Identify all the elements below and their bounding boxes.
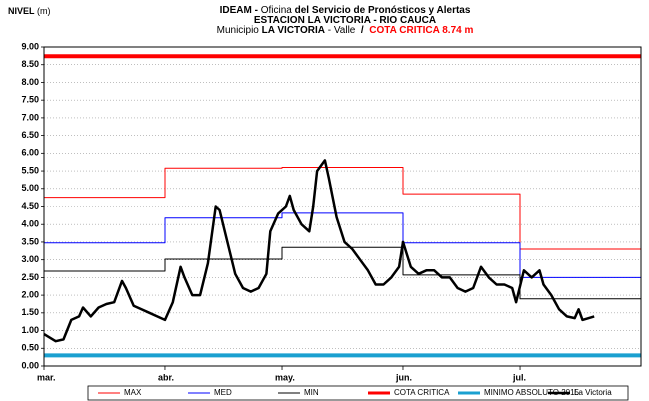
y-tick-label: 2.50 [21, 272, 39, 282]
x-tick-label: mar. [37, 372, 56, 382]
title-segment: Oficina [258, 5, 295, 16]
y-tick-label: 1.50 [21, 307, 39, 317]
x-tick-label: jun. [395, 372, 412, 382]
title-segment: NIVEL [8, 6, 35, 16]
title-segment: del Servicio de Pronósticos y Alertas [295, 5, 471, 16]
legend-label: MED [214, 388, 232, 397]
y-tick-label: 0.00 [21, 360, 39, 370]
title-segment: IDEAM - [220, 5, 258, 16]
y-tick-label: 3.00 [21, 254, 39, 264]
y-tick-label: 7.00 [21, 112, 39, 122]
title-segment: COTA CRITICA 8.74 m [367, 25, 474, 36]
title-segment: Municipio [217, 25, 262, 36]
x-tick-label: may. [275, 372, 295, 382]
y-tick-label: 6.00 [21, 148, 39, 158]
title-line: ESTACION LA VICTORIA - RIO CAUCA [254, 15, 436, 26]
y-tick-label: 8.00 [21, 77, 39, 87]
y-tick-label: 0.50 [21, 343, 39, 353]
plot-border [43, 46, 642, 367]
y-tick-label: 5.00 [21, 183, 39, 193]
legend-label: La Victoria [574, 388, 612, 397]
title-line: Municipio LA VICTORIA - Valle / COTA CRI… [217, 25, 474, 36]
series-line [44, 212, 641, 278]
series-line [43, 159, 595, 343]
y-tick-label: 4.00 [21, 219, 39, 229]
title-segment: - Valle [325, 25, 358, 36]
series-line [44, 167, 641, 250]
y-tick-label: 7.50 [21, 95, 39, 105]
y-tick-label: 6.50 [21, 130, 39, 140]
legend-label: MAX [124, 388, 142, 397]
y-tick-label: 3.50 [21, 236, 39, 246]
legend-label: MIN [304, 388, 319, 397]
y-tick-label: 5.50 [21, 165, 39, 175]
title-segment: / [358, 25, 366, 36]
y-tick-label: 9.00 [21, 41, 39, 51]
title-line: NIVEL (m) [8, 6, 51, 16]
y-tick-label: 8.50 [21, 59, 39, 69]
title-segment: (m) [35, 6, 51, 16]
legend-label: COTA CRITICA [394, 388, 450, 397]
legend-box [87, 385, 629, 401]
y-tick-label: 2.00 [21, 289, 39, 299]
y-tick-label: 1.00 [21, 325, 39, 335]
y-tick-label: 4.50 [21, 201, 39, 211]
title-segment: ESTACION LA VICTORIA - RIO CAUCA [254, 15, 436, 26]
x-tick-label: jul. [512, 372, 526, 382]
title-line: IDEAM - Oficina del Servicio de Pronósti… [220, 5, 471, 16]
legend-label: MINIMO ABSOLUTO 2015 [484, 388, 580, 397]
x-tick-label: abr. [158, 372, 174, 382]
title-segment: LA VICTORIA [262, 25, 325, 36]
